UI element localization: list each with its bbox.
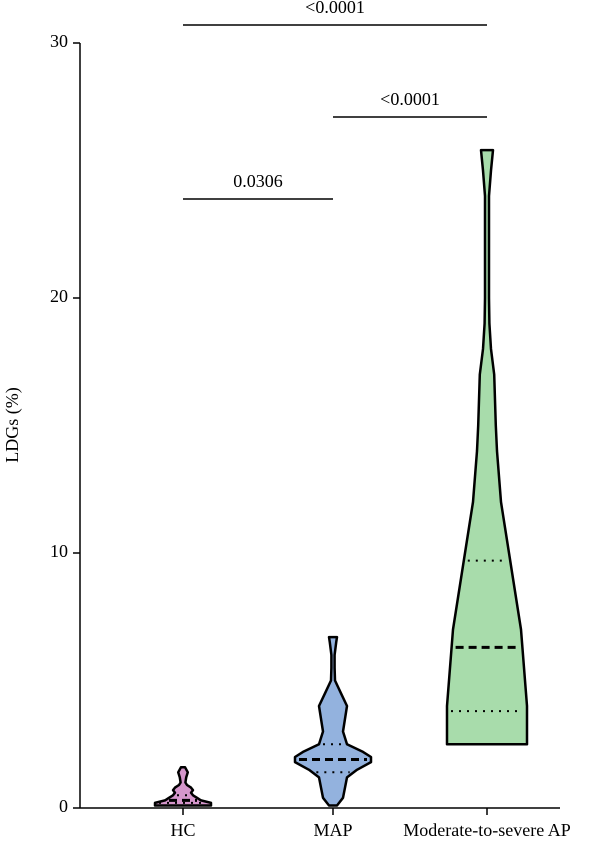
violin — [445, 148, 529, 746]
y-tick-label: 20 — [50, 286, 68, 306]
y-axis-label: LDGs (%) — [2, 387, 23, 462]
x-tick-label: MAP — [313, 820, 352, 840]
violin — [153, 765, 213, 807]
y-tick-label: 30 — [50, 31, 68, 51]
p-value: 0.0306 — [233, 171, 283, 191]
p-value: <0.0001 — [380, 89, 440, 109]
y-tick-label: 10 — [50, 541, 68, 561]
y-tick-label: 0 — [59, 796, 68, 816]
x-tick-label: Moderate-to-severe AP — [403, 820, 570, 840]
x-tick-label: HC — [170, 820, 195, 840]
p-value: <0.0001 — [305, 0, 365, 17]
violin — [293, 635, 373, 807]
